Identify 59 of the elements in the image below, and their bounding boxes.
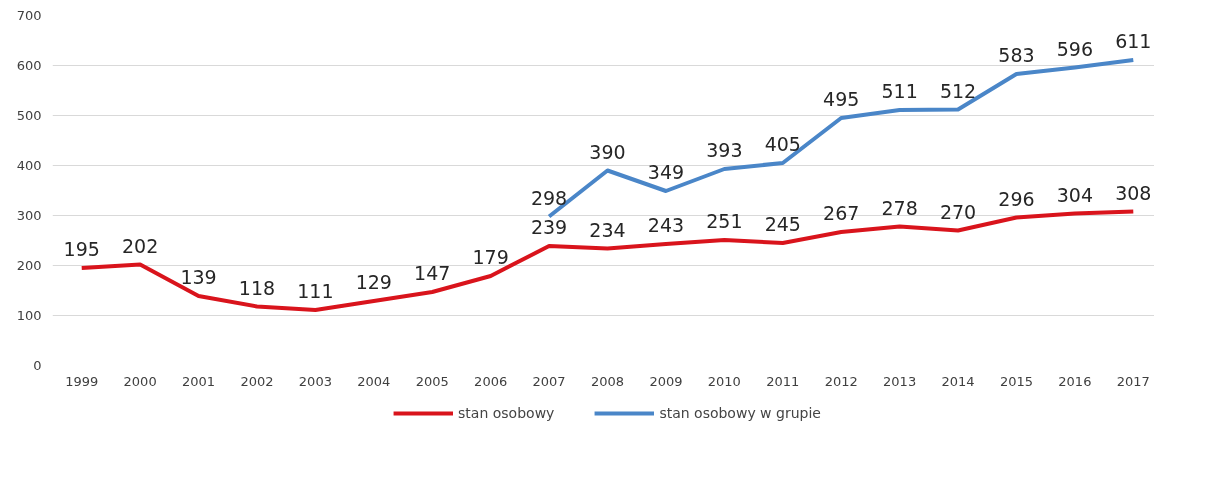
y-tick-label: 500 bbox=[16, 108, 42, 123]
data-label: 267 bbox=[823, 202, 860, 224]
data-label: 512 bbox=[939, 79, 977, 102]
x-tick-label: 2013 bbox=[883, 373, 917, 389]
x-tick-label: 2007 bbox=[532, 373, 566, 389]
data-label: 202 bbox=[122, 234, 159, 257]
x-tick-label: 2004 bbox=[357, 373, 391, 389]
data-label: 405 bbox=[764, 133, 801, 155]
x-tick-label: 1999 bbox=[65, 373, 99, 389]
y-tick-label: 300 bbox=[16, 208, 42, 223]
x-tick-label: 2017 bbox=[1116, 373, 1150, 389]
x-tick-label: 2008 bbox=[590, 373, 625, 389]
data-label: 251 bbox=[706, 210, 743, 232]
data-label: 393 bbox=[706, 139, 743, 161]
data-label: 179 bbox=[472, 246, 509, 268]
y-tick-label: 100 bbox=[16, 308, 42, 323]
data-label: 129 bbox=[355, 271, 392, 293]
data-label: 304 bbox=[1056, 183, 1093, 206]
y-tick-label: 400 bbox=[16, 158, 42, 173]
data-label: 234 bbox=[589, 218, 626, 241]
x-tick-label: 2002 bbox=[240, 373, 274, 389]
data-label: 139 bbox=[180, 266, 217, 288]
x-tick-label: 2006 bbox=[474, 373, 508, 389]
x-tick-label: 2005 bbox=[415, 373, 449, 389]
y-tick-label: 700 bbox=[16, 8, 42, 23]
data-label: 495 bbox=[823, 88, 860, 110]
x-tick-label: 2009 bbox=[649, 373, 683, 389]
data-label: 195 bbox=[63, 238, 100, 260]
x-tick-label: 2015 bbox=[999, 373, 1033, 389]
y-tick-label: 200 bbox=[16, 258, 42, 273]
data-label: 278 bbox=[881, 196, 918, 219]
x-tick-label: 2001 bbox=[182, 373, 216, 389]
x-tick-label: 2000 bbox=[123, 373, 157, 389]
data-label: 111 bbox=[297, 280, 334, 302]
data-label: 147 bbox=[414, 262, 451, 284]
x-tick-label: 2014 bbox=[941, 373, 975, 389]
y-tick-label: 0 bbox=[33, 358, 42, 373]
x-tick-label: 2011 bbox=[766, 373, 800, 389]
data-label: 243 bbox=[647, 214, 685, 236]
y-tick-label: 600 bbox=[16, 58, 42, 73]
data-label: 118 bbox=[238, 276, 276, 299]
data-label: 298 bbox=[530, 186, 568, 209]
data-label: 245 bbox=[764, 213, 801, 235]
data-label: 511 bbox=[881, 80, 918, 102]
legend-label: stan osobowy w grupie bbox=[659, 405, 821, 421]
legend-label: stan osobowy bbox=[458, 405, 555, 421]
data-label: 611 bbox=[1115, 30, 1152, 52]
data-label: 596 bbox=[1056, 37, 1093, 60]
x-tick-label: 2012 bbox=[824, 373, 858, 389]
data-label: 308 bbox=[1115, 181, 1152, 204]
data-label: 239 bbox=[530, 216, 568, 238]
data-label: 583 bbox=[998, 44, 1035, 66]
data-label: 270 bbox=[939, 200, 977, 223]
data-label: 390 bbox=[589, 140, 626, 163]
data-label: 349 bbox=[647, 161, 685, 183]
data-label: 296 bbox=[998, 187, 1035, 210]
x-tick-label: 2016 bbox=[1058, 373, 1092, 389]
x-tick-label: 2003 bbox=[298, 373, 332, 389]
x-tick-label: 2010 bbox=[707, 373, 741, 389]
